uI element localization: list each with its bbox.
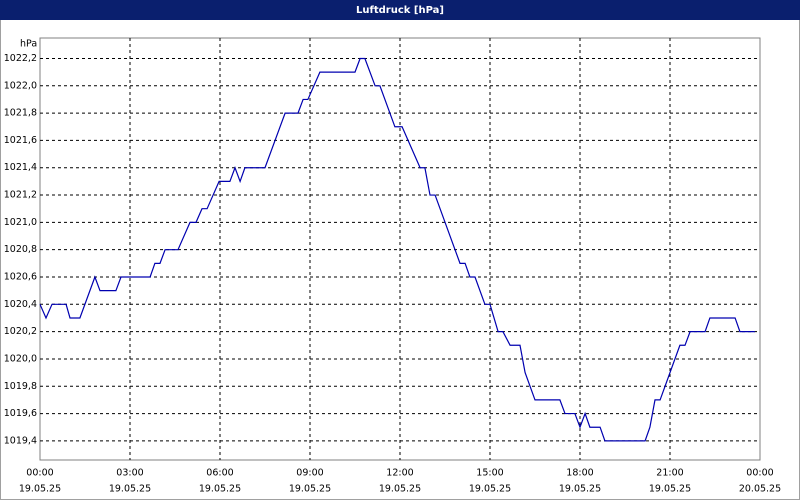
x-tick-date: 19.05.25 bbox=[559, 484, 601, 495]
y-tick-label: 1020,0 bbox=[4, 353, 37, 364]
x-tick-label: 21:00 bbox=[656, 468, 683, 479]
chart-title: Luftdruck [hPa] bbox=[356, 5, 444, 16]
y-tick-label: 1020,8 bbox=[4, 244, 37, 255]
y-tick-label: 1022,0 bbox=[4, 80, 37, 91]
y-tick-label: 1020,4 bbox=[4, 299, 37, 310]
y-tick-label: 1019,4 bbox=[4, 435, 37, 446]
data-line bbox=[39, 57, 755, 442]
x-tick-date: 19.05.25 bbox=[469, 484, 511, 495]
y-tick-label: 1019,6 bbox=[4, 408, 37, 419]
y-tick-label: 1020,2 bbox=[4, 326, 37, 337]
x-tick-date: 19.05.25 bbox=[199, 484, 241, 495]
title-bar bbox=[0, 0, 800, 20]
x-tick-date: 19.05.25 bbox=[19, 484, 61, 495]
y-tick-label: 1021,4 bbox=[4, 162, 37, 173]
y-tick-label: 1021,8 bbox=[4, 108, 37, 119]
x-tick-date: 19.05.25 bbox=[109, 484, 151, 495]
y-tick-label: 1020,6 bbox=[4, 271, 37, 282]
x-tick-label: 12:00 bbox=[386, 468, 413, 479]
x-tick-label: 00:00 bbox=[746, 468, 773, 479]
y-tick-label: 1021,0 bbox=[4, 217, 37, 228]
y-tick-label: 1021,2 bbox=[4, 190, 37, 201]
x-tick-date: 19.05.25 bbox=[649, 484, 691, 495]
x-tick-label: 09:00 bbox=[296, 468, 323, 479]
x-tick-label: 18:00 bbox=[566, 468, 593, 479]
x-tick-label: 00:00 bbox=[26, 468, 53, 479]
x-tick-date: 19.05.25 bbox=[379, 484, 421, 495]
x-tick-date: 19.05.25 bbox=[289, 484, 331, 495]
x-tick-label: 06:00 bbox=[206, 468, 233, 479]
x-tick-label: 15:00 bbox=[476, 468, 503, 479]
y-tick-label: 1021,6 bbox=[4, 135, 37, 146]
x-tick-label: 03:00 bbox=[116, 468, 143, 479]
x-tick-date: 20.05.25 bbox=[739, 484, 781, 495]
y-unit: hPa bbox=[20, 39, 37, 50]
y-tick-label: 1022,2 bbox=[4, 53, 37, 64]
y-tick-label: 1019,8 bbox=[4, 381, 37, 392]
